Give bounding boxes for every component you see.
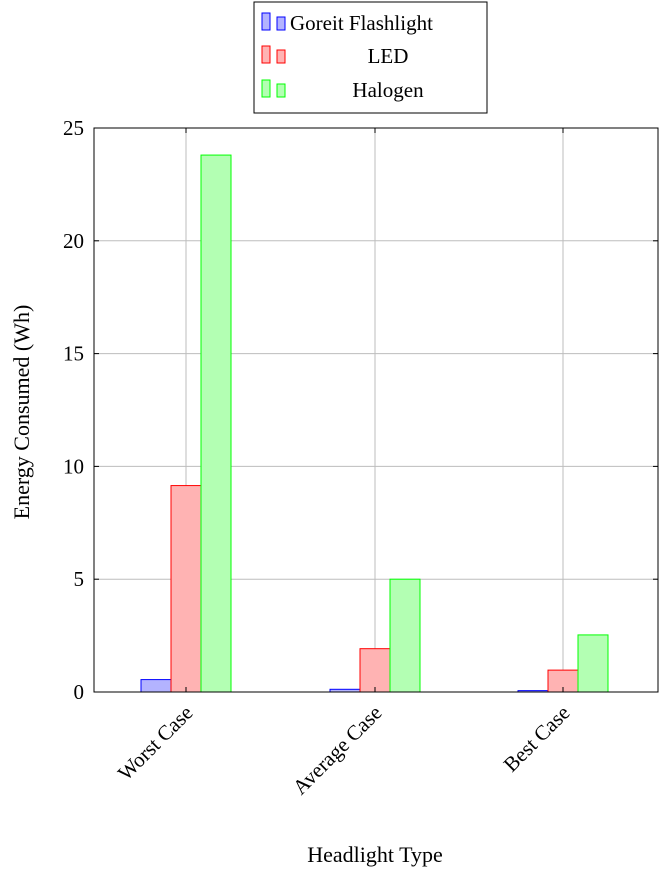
- y-axis-ticks: 0 5 10 15 20 25: [63, 116, 658, 704]
- y-tick-label: 20: [63, 229, 84, 253]
- legend: Goreit Flashlight LED Halogen: [253, 1, 488, 114]
- y-tick-label: 5: [74, 567, 85, 591]
- bar-led: [170, 485, 202, 693]
- bars: [140, 154, 609, 693]
- y-tick-label: 0: [74, 680, 85, 704]
- legend-swatch: [261, 45, 271, 64]
- bar-halogen: [577, 634, 609, 693]
- y-tick-label: 15: [63, 342, 84, 366]
- legend-swatch: [261, 12, 271, 31]
- bar-halogen: [200, 154, 232, 693]
- y-tick-label: 10: [63, 454, 84, 478]
- x-axis-ticks: Worst Case Average Case Best Case: [113, 128, 575, 799]
- y-axis-label: Energy Consumed (Wh): [9, 305, 34, 520]
- x-tick-label: Worst Case: [113, 701, 198, 786]
- bar-goreit-flashlight: [140, 679, 172, 693]
- x-tick-label: Average Case: [288, 701, 387, 800]
- bar-halogen: [389, 578, 421, 693]
- legend-swatch: [261, 79, 271, 98]
- plot-frame: [93, 127, 659, 693]
- legend-label: Goreit Flashlight: [290, 11, 433, 35]
- x-axis-label: Headlight Type: [307, 842, 443, 867]
- legend-box: [253, 1, 488, 114]
- bar-led: [359, 648, 391, 693]
- legend-label: Halogen: [352, 78, 424, 102]
- legend-swatch: [276, 49, 286, 64]
- legend-swatch: [276, 83, 286, 98]
- x-tick-label: Best Case: [499, 701, 575, 777]
- legend-label: LED: [368, 44, 409, 68]
- y-tick-label: 25: [63, 116, 84, 140]
- legend-swatch: [276, 16, 286, 31]
